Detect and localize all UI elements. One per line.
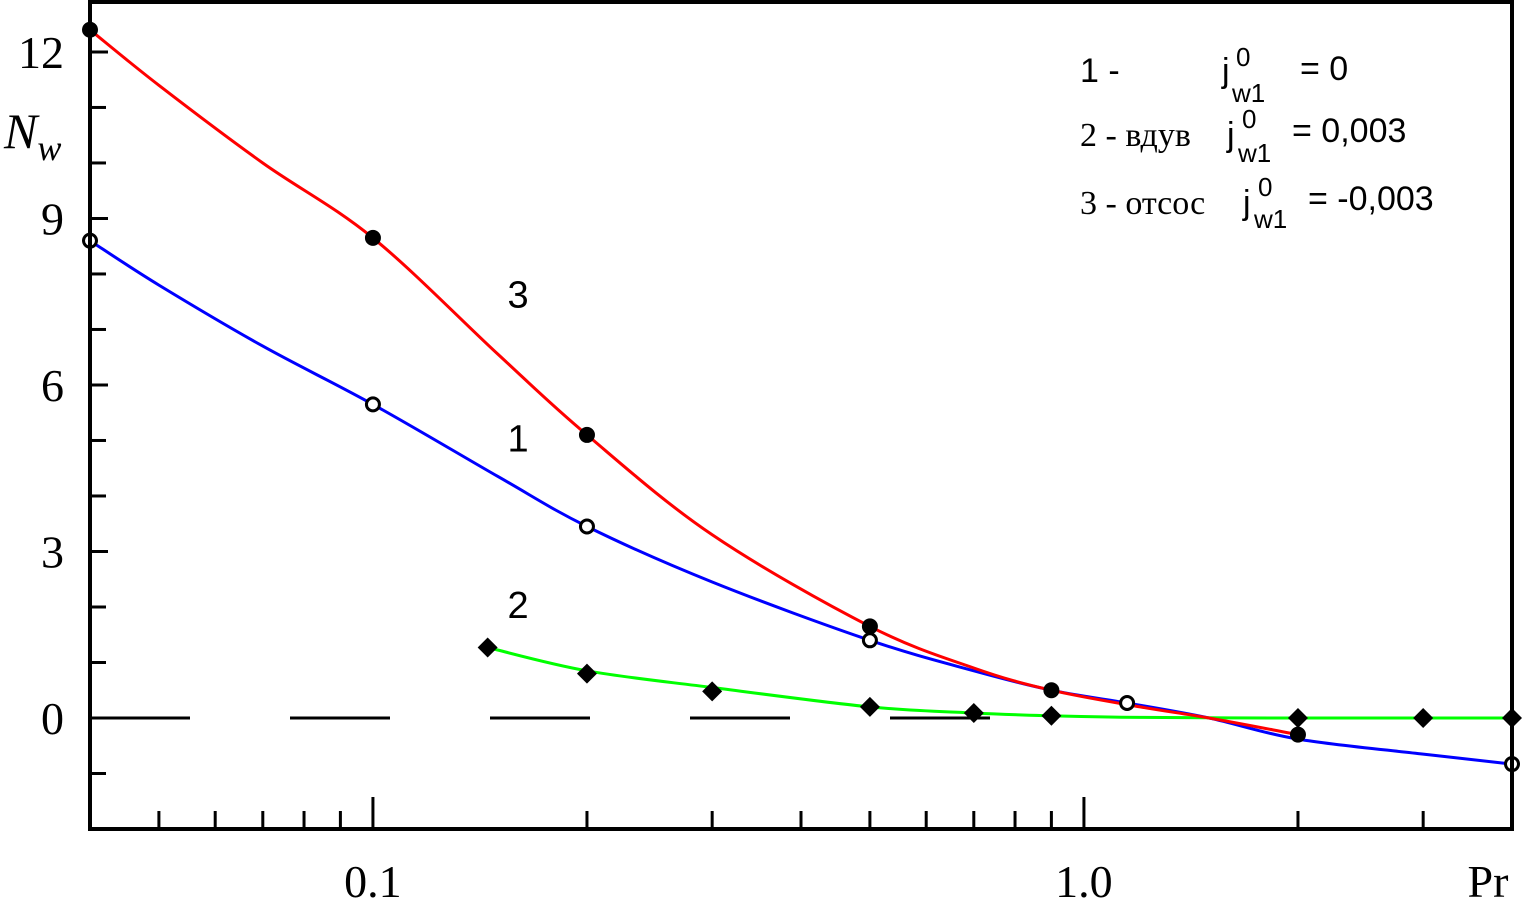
legend-entry-1: 1 - j 0 w1 = 0 [1080,42,1348,108]
curve-1-line [89,239,1513,766]
legend-entry-1-sub: w1 [1231,78,1265,108]
curve-2-point [1041,705,1062,726]
curve-2-point [1287,707,1308,728]
legend-entry-2-value: = 0,003 [1292,112,1406,150]
y-tick-label: 6 [41,360,64,411]
legend-entry-3-value: = -0,003 [1308,180,1434,218]
legend-entry-2-sup: 0 [1242,104,1256,134]
legend-entry-1-sup: 0 [1236,42,1250,72]
curve-1-point [861,632,878,649]
curve-2-line [487,646,1512,720]
curve-labels-layer: 3 1 2 [507,274,528,627]
legend-entry-1-prefix: 1 - [1080,52,1120,90]
curve-3-point [1043,682,1060,699]
legend-entry-2: 2 - вдув j 0 w1 = 0,003 [1080,104,1406,168]
curve-2-point [1413,707,1434,728]
legend-entry-2-prefix: 2 - вдув [1080,117,1191,154]
y-tick-label: 9 [41,193,64,244]
y-tick-label: 3 [41,526,64,577]
curve-2-point [576,663,597,684]
y-axis-title: Nw [3,103,61,168]
curve-3-point [578,426,595,443]
curve-label-1: 1 [507,419,528,461]
legend-entry-1-value: = 0 [1300,50,1348,88]
curve-3-point [861,618,878,635]
legend-entry-2-sub: w1 [1237,138,1271,168]
curve-2-point [477,637,498,658]
curves-layer [89,28,1513,766]
y-axis-title-main: N [3,103,40,159]
y-tick-label: 0 [41,693,64,744]
curve-2-point [859,696,880,717]
legend-entry-3-sup: 0 [1258,172,1272,202]
y-axis-title-sub: w [37,128,61,168]
legend-entry-3-symbol: j [1242,184,1251,222]
legend: 1 - j 0 w1 = 0 2 - вдув j 0 w1 = 0,003 3… [1080,42,1434,234]
x-axis-title: Pr [1468,856,1509,907]
curve-label-3: 3 [507,274,528,316]
legend-entry-3-sub: w1 [1253,204,1287,234]
y-tick-label: 12 [18,27,64,78]
curve-3-line [89,28,1299,737]
curve-1-point [364,396,381,413]
curve-label-2: 2 [507,585,528,627]
curve-1-point [578,518,595,535]
curve-3-point [364,229,381,246]
legend-entry-2-symbol: j [1226,116,1235,154]
legend-entry-3-prefix: 3 - отсос [1080,185,1205,222]
legend-entry-3: 3 - отсос j 0 w1 = -0,003 [1080,172,1434,234]
curve-3-point [1289,726,1306,743]
legend-entry-1-symbol: j [1221,52,1230,90]
curve-2-point [702,681,723,702]
x-tick-label: 1.0 [1055,856,1113,907]
curve-2-point [963,702,984,723]
curve-1-point [1119,695,1136,712]
markers-layer [82,21,1522,773]
x-tick-label: 0.1 [344,856,402,907]
